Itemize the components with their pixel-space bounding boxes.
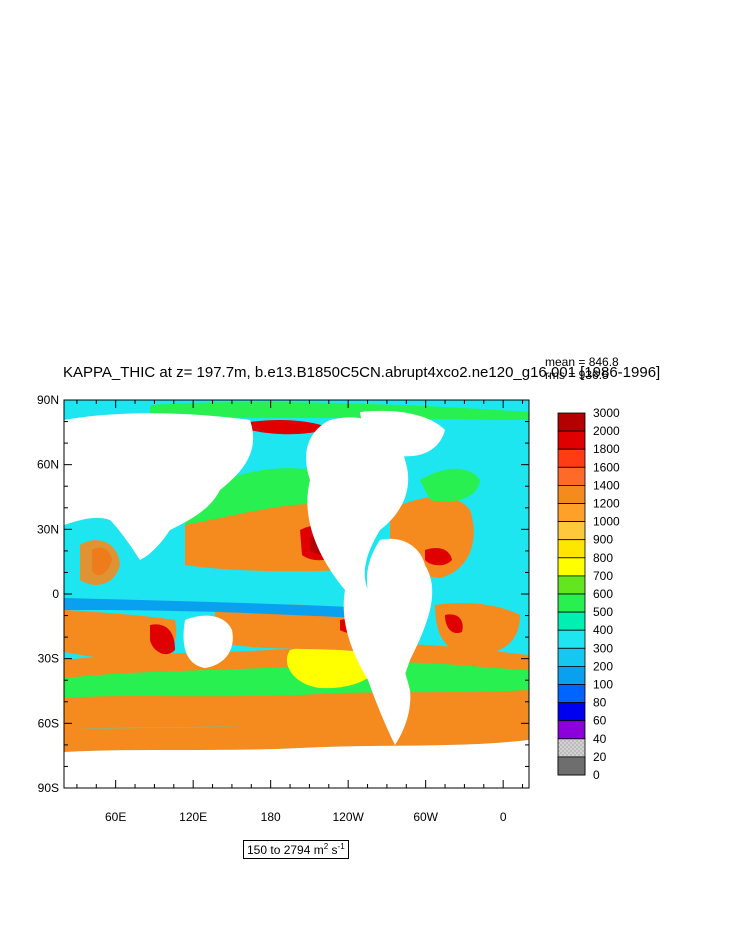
colorbar-box — [557, 412, 586, 432]
lat-tick-label: 30N — [37, 522, 59, 536]
mean-stat: mean = 846.8 — [545, 355, 619, 369]
lon-tick-label: 0 — [500, 810, 507, 824]
colorbar-box — [557, 503, 586, 523]
colorbar-label: 800 — [593, 551, 613, 565]
colorbar-label: 1200 — [593, 497, 620, 511]
land-australia — [183, 615, 233, 668]
latitude-axis: 90N 60N 30N 0 30S 60S 90S — [37, 393, 529, 795]
arabian-sea-orange — [80, 540, 120, 585]
colorbar: 3000200018001600140012001000900800700600… — [557, 406, 620, 782]
land-antarctica — [64, 740, 529, 788]
lon-tick-label: 180 — [261, 810, 281, 824]
indian-ocean-orange — [64, 610, 177, 662]
colorbar-label: 200 — [593, 659, 613, 673]
lat-tick-label: 30S — [38, 652, 59, 666]
colorbar-box — [557, 738, 586, 758]
colorbar-label: 60 — [593, 714, 607, 728]
indian-ocean-red — [150, 624, 175, 655]
lat-tick-label: 90S — [38, 781, 59, 795]
colorbar-box — [557, 666, 586, 685]
north-atlantic-green — [420, 468, 480, 502]
colorbar-label: 1800 — [593, 442, 620, 456]
colorbar-box — [557, 647, 586, 667]
colorbar-label: 40 — [593, 732, 607, 746]
range-label: 150 to 2794 m2 s-1 — [243, 840, 349, 859]
colorbar-label: 3000 — [593, 406, 620, 420]
land-americas — [306, 417, 411, 745]
equatorial-pacific-band — [64, 598, 410, 620]
lon-tick-label: 120E — [179, 810, 207, 824]
lat-tick-label: 60S — [38, 716, 59, 730]
colorbar-label: 1400 — [593, 478, 620, 492]
colorbar-label: 1600 — [593, 460, 620, 474]
colorbar-box — [557, 539, 586, 559]
lat-tick-label: 90N — [37, 393, 59, 407]
longitude-axis: 60E 120E 180 120W 60W 0 — [76, 400, 524, 824]
lon-tick-label: 60E — [105, 810, 126, 824]
plot-title: KAPPA_THIC at z= 197.7m, b.e13.B1850C5CN… — [63, 364, 661, 381]
rms-stat: rms = 936.5 — [545, 368, 609, 382]
colorbar-box — [557, 629, 586, 649]
land-asia-europe — [64, 413, 254, 560]
lat-tick-label: 60N — [37, 458, 59, 472]
colorbar-label: 700 — [593, 569, 613, 583]
colorbar-label: 1000 — [593, 515, 620, 529]
colorbar-box — [557, 611, 586, 631]
colorbar-box — [557, 702, 586, 722]
arctic-green-band — [150, 401, 529, 420]
antarctic-coastal-dark — [64, 720, 529, 752]
colorbar-box — [557, 720, 586, 740]
colorbar-label: 900 — [593, 533, 613, 547]
north-atlantic-red — [425, 548, 452, 566]
lon-tick-label: 120W — [332, 810, 364, 824]
colorbar-box — [557, 575, 586, 595]
colorbar-box — [557, 593, 586, 613]
colorbar-label: 300 — [593, 641, 613, 655]
colorbar-label: 600 — [593, 587, 613, 601]
colorbar-label: 400 — [593, 623, 613, 637]
colorbar-label: 2000 — [593, 424, 620, 438]
colorbar-box — [557, 557, 586, 577]
colorbar-label: 100 — [593, 678, 613, 692]
south-atlantic-red — [445, 614, 463, 634]
map-field — [64, 400, 529, 788]
colorbar-box — [557, 756, 586, 776]
colorbar-label: 80 — [593, 696, 607, 710]
colorbar-box — [557, 430, 586, 450]
colorbar-box — [557, 466, 586, 486]
colorbar-label: 20 — [593, 750, 607, 764]
colorbar-label: 0 — [593, 768, 600, 782]
arctic-red — [250, 420, 330, 435]
colorbar-box — [557, 684, 586, 704]
colorbar-label: 500 — [593, 605, 613, 619]
lon-tick-label: 60W — [413, 810, 438, 824]
lat-tick-label: 0 — [52, 587, 59, 601]
colorbar-box — [557, 484, 586, 504]
colorbar-box — [557, 448, 586, 468]
southern-ocean-green — [64, 661, 529, 698]
land-greenland — [360, 410, 445, 457]
colorbar-box — [557, 521, 586, 541]
